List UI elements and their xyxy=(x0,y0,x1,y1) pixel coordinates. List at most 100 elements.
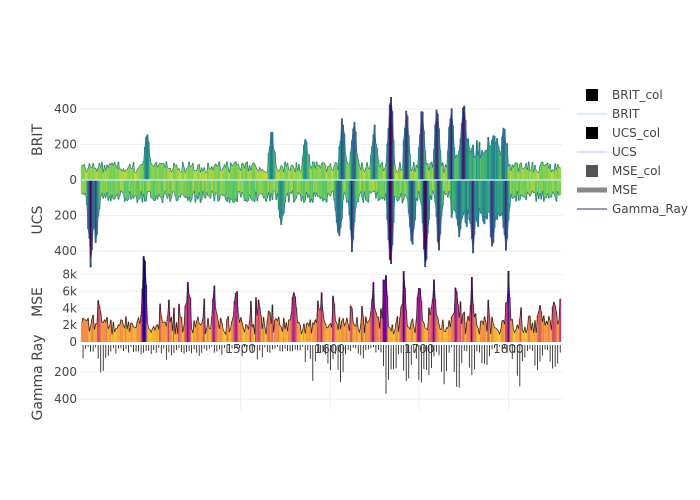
brit-bar xyxy=(135,172,138,180)
mse-bar xyxy=(472,304,475,342)
mse-bar xyxy=(123,327,126,342)
brit-bar xyxy=(87,168,90,180)
brit-bar xyxy=(195,170,198,180)
brit-bar xyxy=(227,167,230,180)
brit-bar xyxy=(362,169,365,180)
mse-bar xyxy=(179,317,182,342)
brit-bar xyxy=(300,169,303,180)
mse-bar xyxy=(405,309,408,342)
mse-bar xyxy=(371,299,374,342)
ucs-bar xyxy=(315,180,318,194)
brit-bar xyxy=(237,164,240,180)
mse-bar xyxy=(132,326,135,342)
ucs-bar xyxy=(217,180,220,202)
mse-bar xyxy=(270,323,273,342)
ucs-bar xyxy=(130,180,132,200)
ucs-bar xyxy=(526,180,529,193)
mse-bar xyxy=(438,324,440,342)
mse-bar xyxy=(335,322,338,342)
brit-bar xyxy=(332,170,334,180)
mse-bar xyxy=(386,296,389,342)
brit-bar xyxy=(491,139,493,180)
mse-bar xyxy=(140,314,143,342)
ucs-bar xyxy=(482,180,485,222)
ucs-bar xyxy=(463,180,466,212)
mse-bar xyxy=(549,320,552,342)
brit-bar xyxy=(128,163,131,180)
ucs-bar xyxy=(174,180,177,196)
ucs-bar xyxy=(242,180,245,195)
brit-bar xyxy=(208,167,211,180)
ucs-bar xyxy=(401,180,404,203)
brit-bar xyxy=(279,169,281,180)
ucs-bar xyxy=(135,180,138,196)
mse-bar xyxy=(554,305,557,342)
brit-bar xyxy=(416,168,419,180)
mse-bar xyxy=(496,329,499,342)
mse-bar xyxy=(313,324,315,342)
ucs-bar xyxy=(513,180,516,197)
mse-bar xyxy=(304,333,307,342)
ucs-bar xyxy=(290,180,293,194)
mse-bar xyxy=(508,296,511,342)
brit-bar xyxy=(154,163,156,180)
ucs-bar xyxy=(213,180,216,202)
brit-bar xyxy=(488,145,491,180)
mse-bar xyxy=(535,332,538,342)
mse-bar xyxy=(503,324,506,342)
brit-bar xyxy=(380,164,382,180)
mse-bar xyxy=(308,325,310,342)
mse-bar xyxy=(517,328,520,342)
ucs-bar xyxy=(503,180,506,236)
ucs-bar xyxy=(515,180,517,202)
ucs-bar xyxy=(161,180,164,203)
mse-bar xyxy=(299,324,302,342)
mse-bar xyxy=(357,329,360,342)
ucs-bar xyxy=(273,180,276,191)
mse-bar xyxy=(515,329,517,342)
mse-bar xyxy=(189,297,192,342)
mse-bar xyxy=(282,317,285,342)
brit-bar xyxy=(166,167,169,180)
ucs-bar xyxy=(470,180,473,239)
mse-bar xyxy=(165,326,168,342)
brit-bar xyxy=(260,170,262,180)
brit-bar xyxy=(255,167,257,180)
mse-bar xyxy=(147,328,150,342)
brit-bar xyxy=(130,168,132,180)
mse-bar xyxy=(435,314,438,342)
brit-bar xyxy=(270,132,273,180)
ucs-bar xyxy=(114,180,117,197)
brit-bar xyxy=(313,162,315,180)
brit-bar xyxy=(376,148,379,180)
ucs-bar xyxy=(236,180,238,202)
brit-bar xyxy=(329,163,332,180)
mse-bar xyxy=(141,288,144,342)
brit-bar xyxy=(258,167,261,180)
ucs-bar xyxy=(546,180,549,194)
ucs-bar xyxy=(176,180,179,201)
ucs-bar xyxy=(504,180,507,251)
brit-bar xyxy=(397,169,400,180)
ucs-bar xyxy=(486,180,488,220)
brit-bar xyxy=(311,161,314,180)
mse-bar xyxy=(284,329,286,342)
ucs-bar xyxy=(185,180,188,197)
brit-bar xyxy=(517,171,520,180)
mse-bar xyxy=(541,321,544,342)
ucs-bar xyxy=(334,180,337,211)
ucs-bar xyxy=(149,180,151,192)
mse-bar xyxy=(309,319,312,342)
ucs-bar xyxy=(352,180,355,240)
brit-bar xyxy=(284,161,286,180)
ucs-bar xyxy=(228,180,231,203)
brit-bar xyxy=(342,125,345,180)
mse-bar xyxy=(92,314,95,342)
mse-bar xyxy=(383,280,386,342)
mse-bar xyxy=(295,308,298,342)
mse-bar xyxy=(127,321,130,342)
ucs-bar xyxy=(140,180,143,191)
ucs-bar xyxy=(407,180,410,214)
mse-bar xyxy=(232,316,235,342)
mse-bar xyxy=(414,333,416,342)
